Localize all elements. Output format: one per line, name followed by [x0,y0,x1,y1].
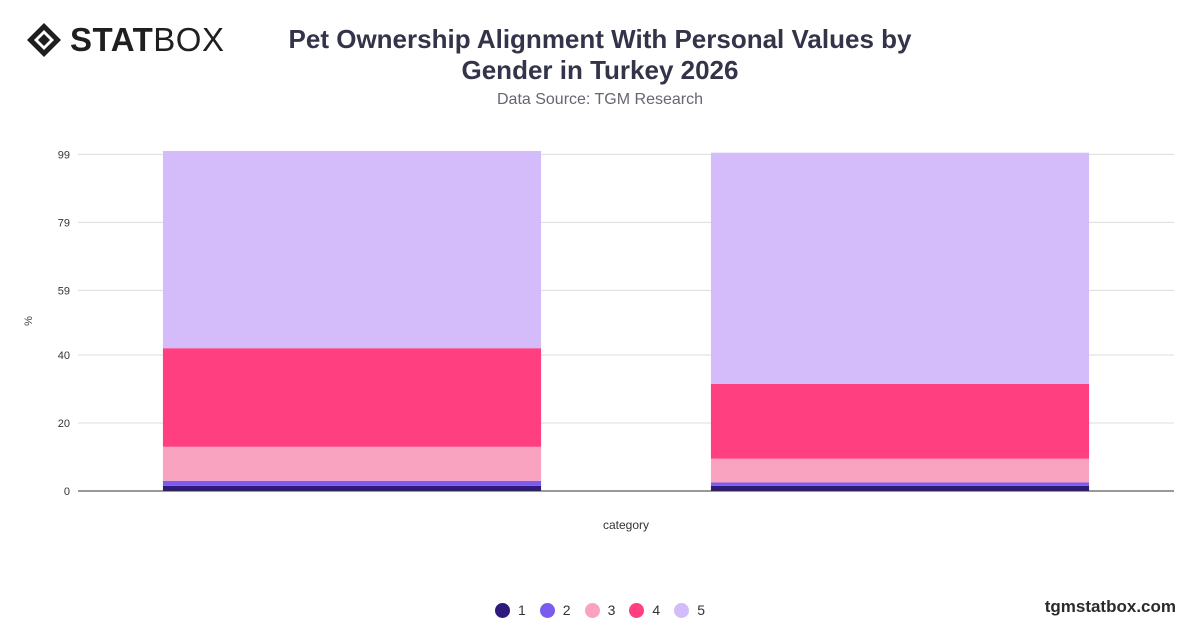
legend-swatch [674,602,690,618]
bar-segment-2 [162,480,542,486]
y-tick-label: 59 [58,285,70,297]
bar-segment-3 [710,458,1090,483]
legend-swatch [629,602,645,618]
bar-segment-3 [162,446,542,481]
y-tick-label: 0 [64,486,70,498]
y-tick-label: 40 [58,350,70,362]
legend-label: 5 [697,602,705,618]
chart-subtitle: Data Source: TGM Research [496,91,703,108]
bar-segment-2 [710,482,1090,486]
statbox-logo: STATBOX [26,22,224,58]
legend-label: 3 [607,602,616,618]
y-tick-label: 20 [58,418,70,430]
chart-legend: 1 2 3 4 5 [0,602,1200,618]
legend-item-2[interactable]: 2 [539,602,571,618]
logo-text: STATBOX [70,22,224,58]
y-tick-label: 99 [58,149,70,161]
legend-swatch [495,602,510,618]
chart-title: Pet Ownership Alignment With Personal Va… [288,24,912,85]
legend-item-5[interactable]: 5 [674,602,705,618]
y-tick-label: 79 [58,217,70,229]
brand-url[interactable]: tgmstatbox.com [1044,597,1176,616]
bar-segment-5 [162,151,542,349]
bar-segment-1 [710,485,1090,491]
logo-text-bold: STAT [70,21,154,58]
x-axis-label: category [603,518,649,532]
bar-segment-4 [710,383,1090,459]
diamond-logo-icon [27,23,61,57]
legend-label: 4 [652,602,661,618]
y-axis-label: % [23,316,35,326]
legend-item-3[interactable]: 3 [584,602,616,618]
bar-segment-5 [710,152,1090,384]
legend-item-1[interactable]: 1 [495,602,526,618]
bar-segment-1 [162,485,542,491]
legend-swatch [584,602,600,618]
legend-item-4[interactable]: 4 [629,602,660,618]
legend-label: 2 [562,602,571,618]
bar-segment-4 [162,348,542,447]
legend-label: 1 [518,602,526,618]
logo-text-light: BOX [153,21,225,58]
legend-swatch [539,602,555,618]
